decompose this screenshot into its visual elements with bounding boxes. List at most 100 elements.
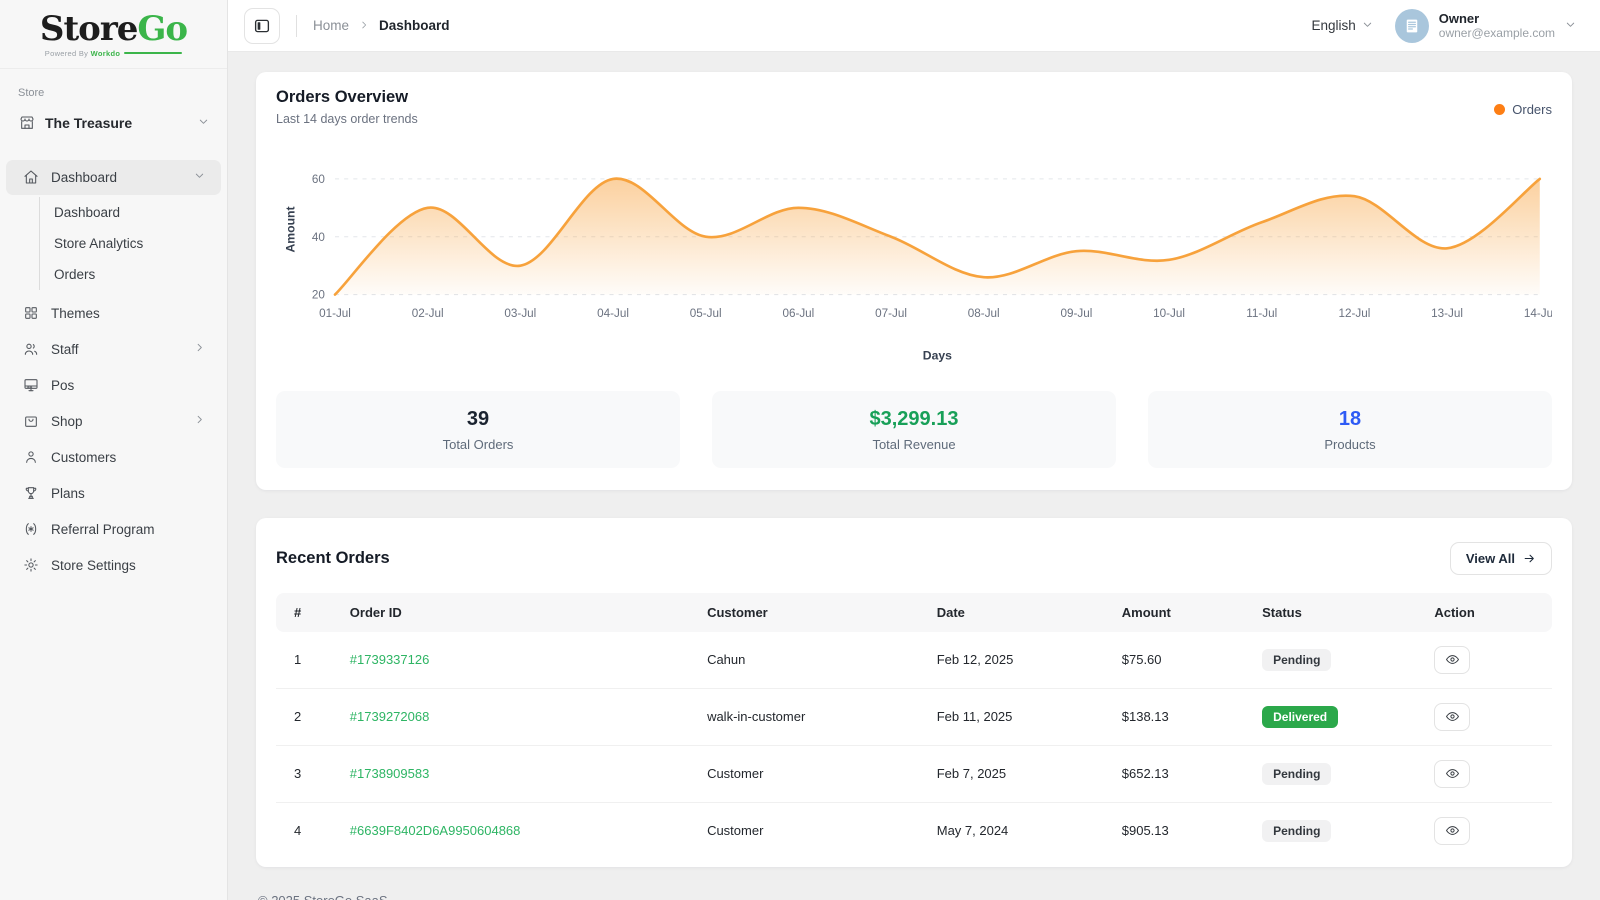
cell-customer: walk-in-customer xyxy=(697,688,927,745)
chevron-right-icon xyxy=(359,18,369,33)
sidebar-item-shop[interactable]: Shop xyxy=(6,404,221,439)
cell-status: Delivered xyxy=(1252,688,1424,745)
cell-amount: $138.13 xyxy=(1112,688,1252,745)
cell-action xyxy=(1424,745,1552,802)
content-area: Orders Overview Last 14 days order trend… xyxy=(228,52,1600,900)
cell-customer: Cahun xyxy=(697,632,927,689)
cell-date: Feb 11, 2025 xyxy=(927,688,1112,745)
view-order-button[interactable] xyxy=(1434,646,1470,674)
user-email: owner@example.com xyxy=(1439,26,1555,40)
orders-table-head: # Order ID Customer Date Amount Status A… xyxy=(276,593,1552,632)
cell-index: 1 xyxy=(276,632,340,689)
sidebar-item-staff[interactable]: Staff xyxy=(6,332,221,367)
user-menu[interactable]: Owner owner@example.com xyxy=(1395,9,1576,43)
x-tick-label: 09-Jul xyxy=(1060,307,1092,320)
breadcrumb-current: Dashboard xyxy=(379,18,450,33)
brand-logo[interactable]: StoreGo Powered By Workdo xyxy=(0,0,227,69)
orders-overview-head: Orders Overview Last 14 days order trend… xyxy=(276,88,1552,126)
status-badge: Pending xyxy=(1262,649,1331,671)
status-badge: Delivered xyxy=(1262,706,1338,728)
sidebar-item-plans[interactable]: Plans xyxy=(6,476,221,511)
sidebar-item-store-settings[interactable]: Store Settings xyxy=(6,548,221,583)
cell-index: 3 xyxy=(276,745,340,802)
x-tick-label: 12-Jul xyxy=(1338,307,1370,320)
view-order-button[interactable] xyxy=(1434,760,1470,788)
view-order-button[interactable] xyxy=(1434,817,1470,845)
shopping-bag-icon xyxy=(22,413,39,430)
x-tick-label: 04-Jul xyxy=(597,307,629,320)
cell-action xyxy=(1424,632,1552,689)
eye-icon xyxy=(1445,652,1460,667)
status-badge: Pending xyxy=(1262,763,1331,785)
chevron-right-icon xyxy=(194,342,205,356)
sidebar-subitem-store-analytics[interactable]: Store Analytics xyxy=(40,228,227,259)
sidebar-item-referral-program[interactable]: Referral Program xyxy=(6,512,221,547)
sidebar-toggle-button[interactable] xyxy=(244,8,280,44)
order-id-link[interactable]: #1739272068 xyxy=(350,709,430,724)
sidebar-item-pos[interactable]: Pos xyxy=(6,368,221,403)
powered-by-line xyxy=(124,52,182,54)
order-id-link[interactable]: #6639F8402D6A9950604868 xyxy=(350,823,521,838)
stat-total-revenue: $3,299.13 Total Revenue xyxy=(712,391,1116,468)
powered-by: Powered By Workdo xyxy=(16,49,211,58)
cell-date: Feb 12, 2025 xyxy=(927,632,1112,689)
cell-action xyxy=(1424,688,1552,745)
sidebar-panel-icon xyxy=(253,17,271,35)
grid-icon xyxy=(22,305,39,322)
person-icon xyxy=(22,449,39,466)
sidebar-item-dashboard[interactable]: Dashboard xyxy=(6,160,221,195)
col-order-id: Order ID xyxy=(340,593,697,632)
users-icon xyxy=(22,341,39,358)
stat-total-orders: 39 Total Orders xyxy=(276,391,680,468)
cell-amount: $905.13 xyxy=(1112,802,1252,859)
sidebar-item-themes[interactable]: Themes xyxy=(6,296,221,331)
orders-area-chart-svg: 20406001-Jul02-Jul03-Jul04-Jul05-Jul06-J… xyxy=(276,138,1552,364)
stat-total-revenue-value: $3,299.13 xyxy=(722,408,1106,431)
trophy-icon xyxy=(22,485,39,502)
pos-terminal-icon xyxy=(22,377,39,394)
table-row: 4#6639F8402D6A9950604868CustomerMay 7, 2… xyxy=(276,802,1552,859)
sidebar-subitem-dashboard[interactable]: Dashboard xyxy=(40,197,227,228)
building-icon xyxy=(1403,17,1421,35)
cell-order-id: #1739337126 xyxy=(340,632,697,689)
gear-icon xyxy=(22,557,39,574)
table-row: 3#1738909583CustomerFeb 7, 2025$652.13Pe… xyxy=(276,745,1552,802)
cell-amount: $652.13 xyxy=(1112,745,1252,802)
main-column: Home Dashboard English Owner owner@examp… xyxy=(228,0,1600,900)
recent-orders-table: # Order ID Customer Date Amount Status A… xyxy=(276,593,1552,859)
y-axis-title: Amount xyxy=(283,206,297,252)
sidebar: StoreGo Powered By Workdo Store The Trea… xyxy=(0,0,228,900)
stat-total-orders-value: 39 xyxy=(286,408,670,431)
view-all-button[interactable]: View All xyxy=(1450,542,1552,575)
y-tick-label: 20 xyxy=(312,289,326,302)
sidebar-scroll: Store The Treasure Dashboard Dashboard S… xyxy=(0,69,227,594)
legend-dot-orders xyxy=(1494,104,1505,115)
x-tick-label: 03-Jul xyxy=(504,307,536,320)
sidebar-menu: Dashboard Dashboard Store Analytics Orde… xyxy=(0,160,227,583)
cell-customer: Customer xyxy=(697,802,927,859)
chart-legend: Orders xyxy=(1494,102,1552,117)
legend-label: Orders xyxy=(1512,102,1552,117)
x-tick-label: 14-Jul xyxy=(1524,307,1552,320)
recent-orders-head: Recent Orders View All xyxy=(276,542,1552,575)
language-selector[interactable]: English xyxy=(1311,18,1372,33)
table-row: 1 #1739337126 CahunFeb 12, 2025$75.60 Pendi… xyxy=(276,632,1552,689)
y-tick-label: 60 xyxy=(312,173,326,186)
x-tick-label: 13-Jul xyxy=(1431,307,1463,320)
order-id-link[interactable]: #1738909583 xyxy=(350,766,430,781)
cell-order-id: #1739272068 xyxy=(340,688,697,745)
sidebar-item-customers[interactable]: Customers xyxy=(6,440,221,475)
order-id-link[interactable]: #1739337126 xyxy=(350,652,430,667)
home-icon xyxy=(22,169,39,186)
col-date: Date xyxy=(927,593,1112,632)
divider xyxy=(296,15,297,37)
copyright-text: © 2025 StoreGo SaaS xyxy=(258,893,388,900)
orders-overview-card: Orders Overview Last 14 days order trend… xyxy=(256,72,1572,490)
store-selector[interactable]: The Treasure xyxy=(0,107,227,146)
sidebar-subitem-orders[interactable]: Orders xyxy=(40,259,227,290)
col-status: Status xyxy=(1252,593,1424,632)
breadcrumb-home-link[interactable]: Home xyxy=(313,18,349,33)
stat-total-orders-label: Total Orders xyxy=(286,437,670,452)
cell-amount: $75.60 xyxy=(1112,632,1252,689)
view-order-button[interactable] xyxy=(1434,703,1470,731)
